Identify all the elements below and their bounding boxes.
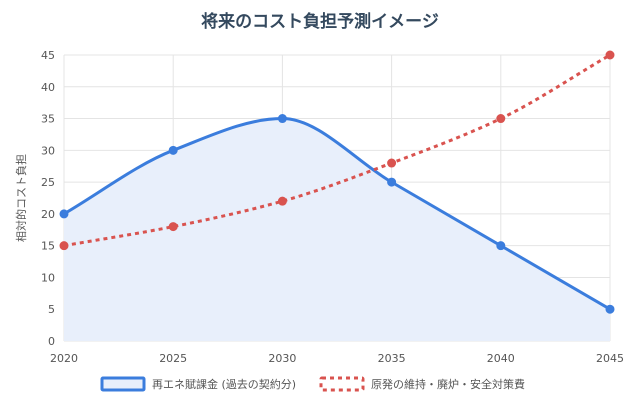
data-point[interactable] xyxy=(605,304,615,314)
y-tick-label: 15 xyxy=(41,240,55,253)
x-tick-label: 2025 xyxy=(159,352,187,365)
legend-swatch xyxy=(100,376,146,392)
y-tick-label: 10 xyxy=(41,271,55,284)
point-layer xyxy=(59,50,615,314)
data-point[interactable] xyxy=(605,50,615,60)
data-point[interactable] xyxy=(168,145,178,155)
y-tick-label: 20 xyxy=(41,208,55,221)
y-tick-label: 35 xyxy=(41,113,55,126)
series-area xyxy=(64,118,610,341)
y-tick-label: 25 xyxy=(41,176,55,189)
y-tick-label: 0 xyxy=(48,335,55,348)
data-point[interactable] xyxy=(59,209,69,219)
x-tick-label: 2040 xyxy=(487,352,515,365)
legend-swatch xyxy=(319,376,365,392)
y-tick-label: 5 xyxy=(48,303,55,316)
data-point[interactable] xyxy=(387,177,397,187)
data-point[interactable] xyxy=(496,241,506,251)
legend-item[interactable]: 原発の維持・廃炉・安全対策費 xyxy=(319,376,525,392)
series-line xyxy=(63,117,611,311)
legend-label: 再エネ賦課金 (過去の契約分) xyxy=(152,377,296,391)
data-point[interactable] xyxy=(59,241,69,251)
y-tick-label: 40 xyxy=(41,81,55,94)
data-point[interactable] xyxy=(277,114,287,124)
legend-item[interactable]: 再エネ賦課金 (過去の契約分) xyxy=(100,376,296,392)
y-tick-label: 45 xyxy=(41,49,55,62)
chart-title: 将来のコスト負担予測イメージ xyxy=(201,11,439,32)
data-point[interactable] xyxy=(277,196,287,206)
y-axis-label: 相対的コスト負担 xyxy=(14,154,28,242)
x-tick-label: 2035 xyxy=(378,352,406,365)
area-layer xyxy=(64,118,610,341)
data-point[interactable] xyxy=(168,222,178,232)
legend[interactable]: 再エネ賦課金 (過去の契約分) 原発の維持・廃炉・安全対策費 xyxy=(100,376,525,392)
line-layer xyxy=(63,53,611,311)
legend-label: 原発の維持・廃炉・安全対策費 xyxy=(371,377,525,391)
x-tick-label: 2030 xyxy=(268,352,296,365)
data-point[interactable] xyxy=(387,158,397,168)
y-tick-label: 30 xyxy=(41,144,55,157)
y-axis-ticks: 0 5 10 15 20 25 30 35 40 45 xyxy=(41,49,55,348)
x-axis-ticks: 2020 2025 2030 2035 2040 2045 xyxy=(50,352,624,365)
x-tick-label: 2020 xyxy=(50,352,78,365)
x-tick-label: 2045 xyxy=(596,352,624,365)
data-point[interactable] xyxy=(496,114,506,124)
